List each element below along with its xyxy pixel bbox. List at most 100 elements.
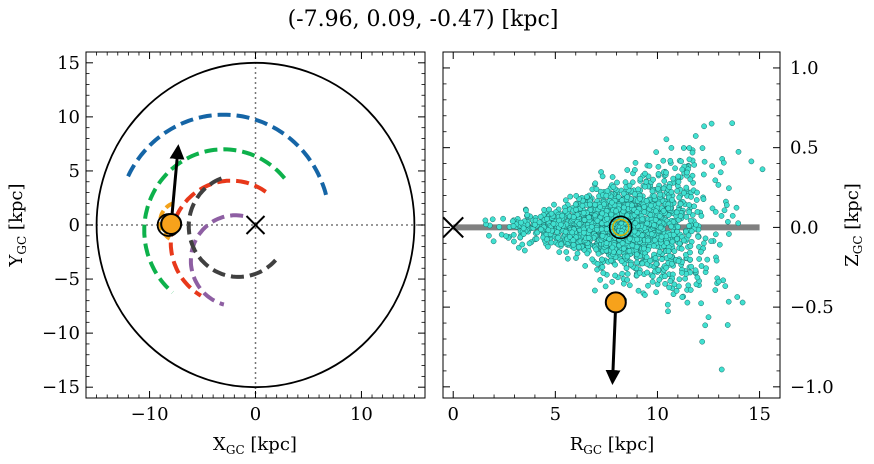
star-point	[544, 216, 550, 222]
star-point	[599, 264, 606, 270]
star-point	[698, 263, 705, 269]
star-point	[715, 278, 722, 285]
star-point	[558, 241, 565, 248]
y-tick-label: −0.5	[790, 297, 834, 318]
star-point	[672, 165, 678, 172]
star-point	[482, 217, 489, 224]
sun-marker-right-inner	[611, 218, 630, 237]
star-point	[587, 201, 593, 208]
star-point	[520, 225, 527, 232]
star-point	[660, 157, 667, 164]
y-tick-label: −5	[53, 269, 80, 290]
star-point	[521, 247, 528, 254]
star-point	[703, 265, 709, 272]
star-point	[631, 228, 638, 235]
star-point	[682, 275, 688, 282]
star-point	[709, 205, 716, 212]
star-point	[689, 149, 696, 156]
x-tick-label: 5	[550, 404, 561, 425]
star-point	[579, 202, 586, 209]
star-point	[694, 209, 701, 215]
star-point	[585, 235, 592, 241]
star-point	[716, 241, 723, 248]
star-point	[554, 229, 560, 235]
star-point	[681, 190, 687, 196]
star-point	[680, 145, 687, 151]
star-point	[726, 185, 732, 192]
star-point	[604, 215, 610, 222]
star-point	[548, 239, 555, 246]
star-point	[642, 170, 648, 177]
star-point	[660, 208, 667, 214]
star-point	[658, 233, 665, 240]
star-point	[595, 250, 602, 257]
y-tick-label: 15	[57, 53, 80, 74]
star-point	[647, 257, 653, 264]
star-point	[609, 174, 616, 180]
star-point	[687, 256, 694, 263]
star-point	[646, 162, 653, 169]
right-ylabel: ZGC [kpc]	[842, 183, 865, 267]
star-point	[649, 188, 656, 195]
star-point	[677, 201, 684, 207]
star-point	[663, 240, 670, 246]
star-point	[686, 156, 693, 163]
star-point	[656, 276, 663, 283]
star-point	[594, 260, 601, 267]
object-marker-left	[160, 213, 183, 236]
star-point	[626, 182, 633, 189]
star-point	[709, 163, 715, 169]
star-point	[712, 231, 719, 238]
star-point	[612, 261, 618, 268]
star-point	[686, 209, 692, 216]
sun-marker-right	[608, 215, 633, 240]
star-point	[718, 366, 725, 373]
star-point	[489, 216, 496, 223]
star-point	[720, 159, 727, 166]
star-point	[715, 182, 722, 188]
star-point	[600, 270, 607, 276]
star-point	[519, 241, 526, 248]
star-point	[592, 201, 598, 208]
star-point	[608, 257, 614, 264]
star-point	[712, 209, 719, 215]
star-point	[713, 257, 720, 264]
star-point	[687, 249, 693, 256]
star-point	[496, 224, 503, 230]
star-point	[661, 178, 668, 184]
star-point	[687, 176, 694, 183]
star-point	[698, 213, 705, 219]
star-point	[669, 197, 675, 203]
star-point	[562, 197, 569, 204]
star-point	[701, 158, 708, 165]
star-point	[620, 245, 627, 252]
star-point	[509, 218, 516, 225]
star-point	[639, 260, 646, 267]
right-xlabel: RGC [kpc]	[570, 434, 655, 457]
right-plot-area	[443, 120, 766, 386]
star-point	[656, 249, 663, 255]
star-point	[619, 197, 625, 204]
star-point	[655, 200, 662, 207]
star-point	[627, 261, 634, 268]
star-point	[572, 201, 579, 208]
star-point	[712, 177, 719, 184]
star-point	[486, 232, 492, 239]
star-point	[726, 231, 732, 237]
star-point	[683, 184, 690, 191]
star-point	[696, 256, 703, 262]
star-point	[701, 123, 707, 130]
y-tick-label: −1.0	[790, 377, 834, 398]
star-point	[634, 236, 640, 243]
star-point	[653, 208, 659, 215]
star-point	[670, 175, 677, 182]
star-point	[725, 298, 732, 305]
star-point	[678, 158, 684, 165]
galactic-center-marker	[245, 215, 266, 235]
star-point	[563, 249, 570, 255]
star-point	[632, 167, 638, 173]
star-point	[675, 178, 682, 185]
star-point	[624, 253, 631, 260]
star-point	[544, 236, 550, 243]
star-point	[656, 213, 663, 219]
